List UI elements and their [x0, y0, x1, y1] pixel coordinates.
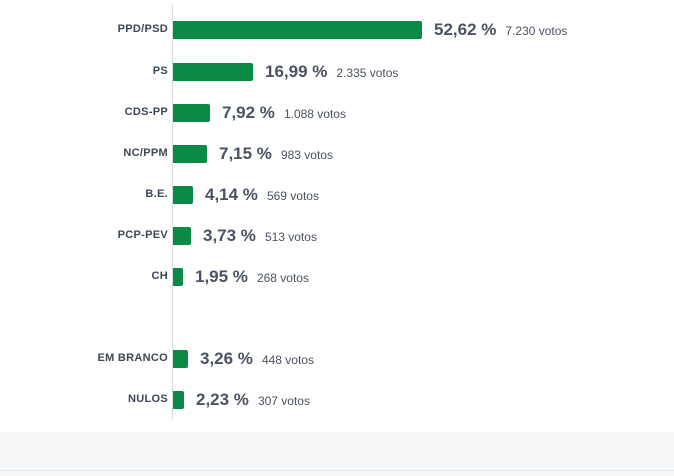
bar[interactable]: [173, 63, 253, 81]
percentage-label: 16,99 %: [265, 62, 328, 81]
votes-label: 7.230 votos: [505, 24, 568, 38]
bar[interactable]: [173, 350, 188, 368]
percentage-label: 3,73 %: [203, 226, 256, 245]
percentage-label: 1,95 %: [195, 267, 248, 286]
category-label: PPD/PSD: [117, 23, 168, 35]
bar-row-pcp-pev: PCP-PEV 3,73 % 513 votos: [0, 226, 674, 246]
bar-row-nc-ppm: NC/PPM 7,15 % 983 votos: [0, 144, 674, 164]
percentage-label: 3,26 %: [200, 349, 253, 368]
value-label-group: 52,62 % 7.230 votos: [434, 20, 567, 40]
percentage-label: 2,23 %: [196, 390, 249, 409]
value-label-group: 7,15 % 983 votos: [219, 144, 333, 164]
bar-row-cds-pp: CDS-PP 7,92 % 1.088 votos: [0, 103, 674, 123]
bar[interactable]: [173, 21, 422, 39]
bar[interactable]: [173, 268, 183, 286]
value-label-group: 7,92 % 1.088 votos: [222, 103, 346, 123]
value-label-group: 4,14 % 569 votos: [205, 185, 319, 205]
votes-label: 448 votos: [261, 353, 314, 367]
percentage-label: 7,92 %: [222, 103, 275, 122]
votes-label: 2.335 votos: [336, 66, 399, 80]
bar-row-b-e: B.E. 4,14 % 569 votos: [0, 185, 674, 205]
category-label: PCP-PEV: [117, 229, 168, 241]
category-label: CDS-PP: [124, 106, 168, 118]
value-label-group: 2,23 % 307 votos: [196, 390, 310, 410]
votes-label: 1.088 votos: [283, 107, 346, 121]
percentage-label: 4,14 %: [205, 185, 258, 204]
category-label: NULOS: [128, 393, 168, 405]
bar[interactable]: [173, 104, 210, 122]
percentage-label: 52,62 %: [434, 20, 497, 39]
votes-label: 983 votos: [280, 148, 333, 162]
percentage-label: 7,15 %: [219, 144, 272, 163]
footer-band: [0, 432, 674, 476]
votes-label: 268 votos: [256, 271, 309, 285]
votes-label: 569 votos: [266, 189, 319, 203]
category-label: PS: [152, 65, 168, 77]
bar-row-ps: PS 16,99 % 2.335 votos: [0, 62, 674, 82]
category-label: B.E.: [145, 188, 168, 200]
category-label: CH: [151, 270, 168, 282]
value-label-group: 16,99 % 2.335 votos: [265, 62, 398, 82]
bar-row-ppd-psd: PPD/PSD 52,62 % 7.230 votos: [0, 20, 674, 40]
bar-row-ch: CH 1,95 % 268 votos: [0, 267, 674, 287]
category-label: EM BRANCO: [97, 352, 168, 364]
bar[interactable]: [173, 227, 191, 245]
chart-axis-line: [172, 4, 173, 420]
bar-row-em-branco: EM BRANCO 3,26 % 448 votos: [0, 349, 674, 369]
footer-divider: [0, 470, 674, 471]
value-label-group: 1,95 % 268 votos: [195, 267, 309, 287]
bar[interactable]: [173, 186, 193, 204]
votes-label: 307 votos: [257, 394, 310, 408]
category-label: NC/PPM: [123, 147, 168, 159]
results-chart: PPD/PSD 52,62 % 7.230 votos PS 16,99 % 2.335 …: [0, 4, 674, 420]
bar[interactable]: [173, 391, 184, 409]
bar[interactable]: [173, 145, 207, 163]
value-label-group: 3,73 % 513 votos: [203, 226, 317, 246]
votes-label: 513 votos: [264, 230, 317, 244]
value-label-group: 3,26 % 448 votos: [200, 349, 314, 369]
bar-row-nulos: NULOS 2,23 % 307 votos: [0, 390, 674, 410]
